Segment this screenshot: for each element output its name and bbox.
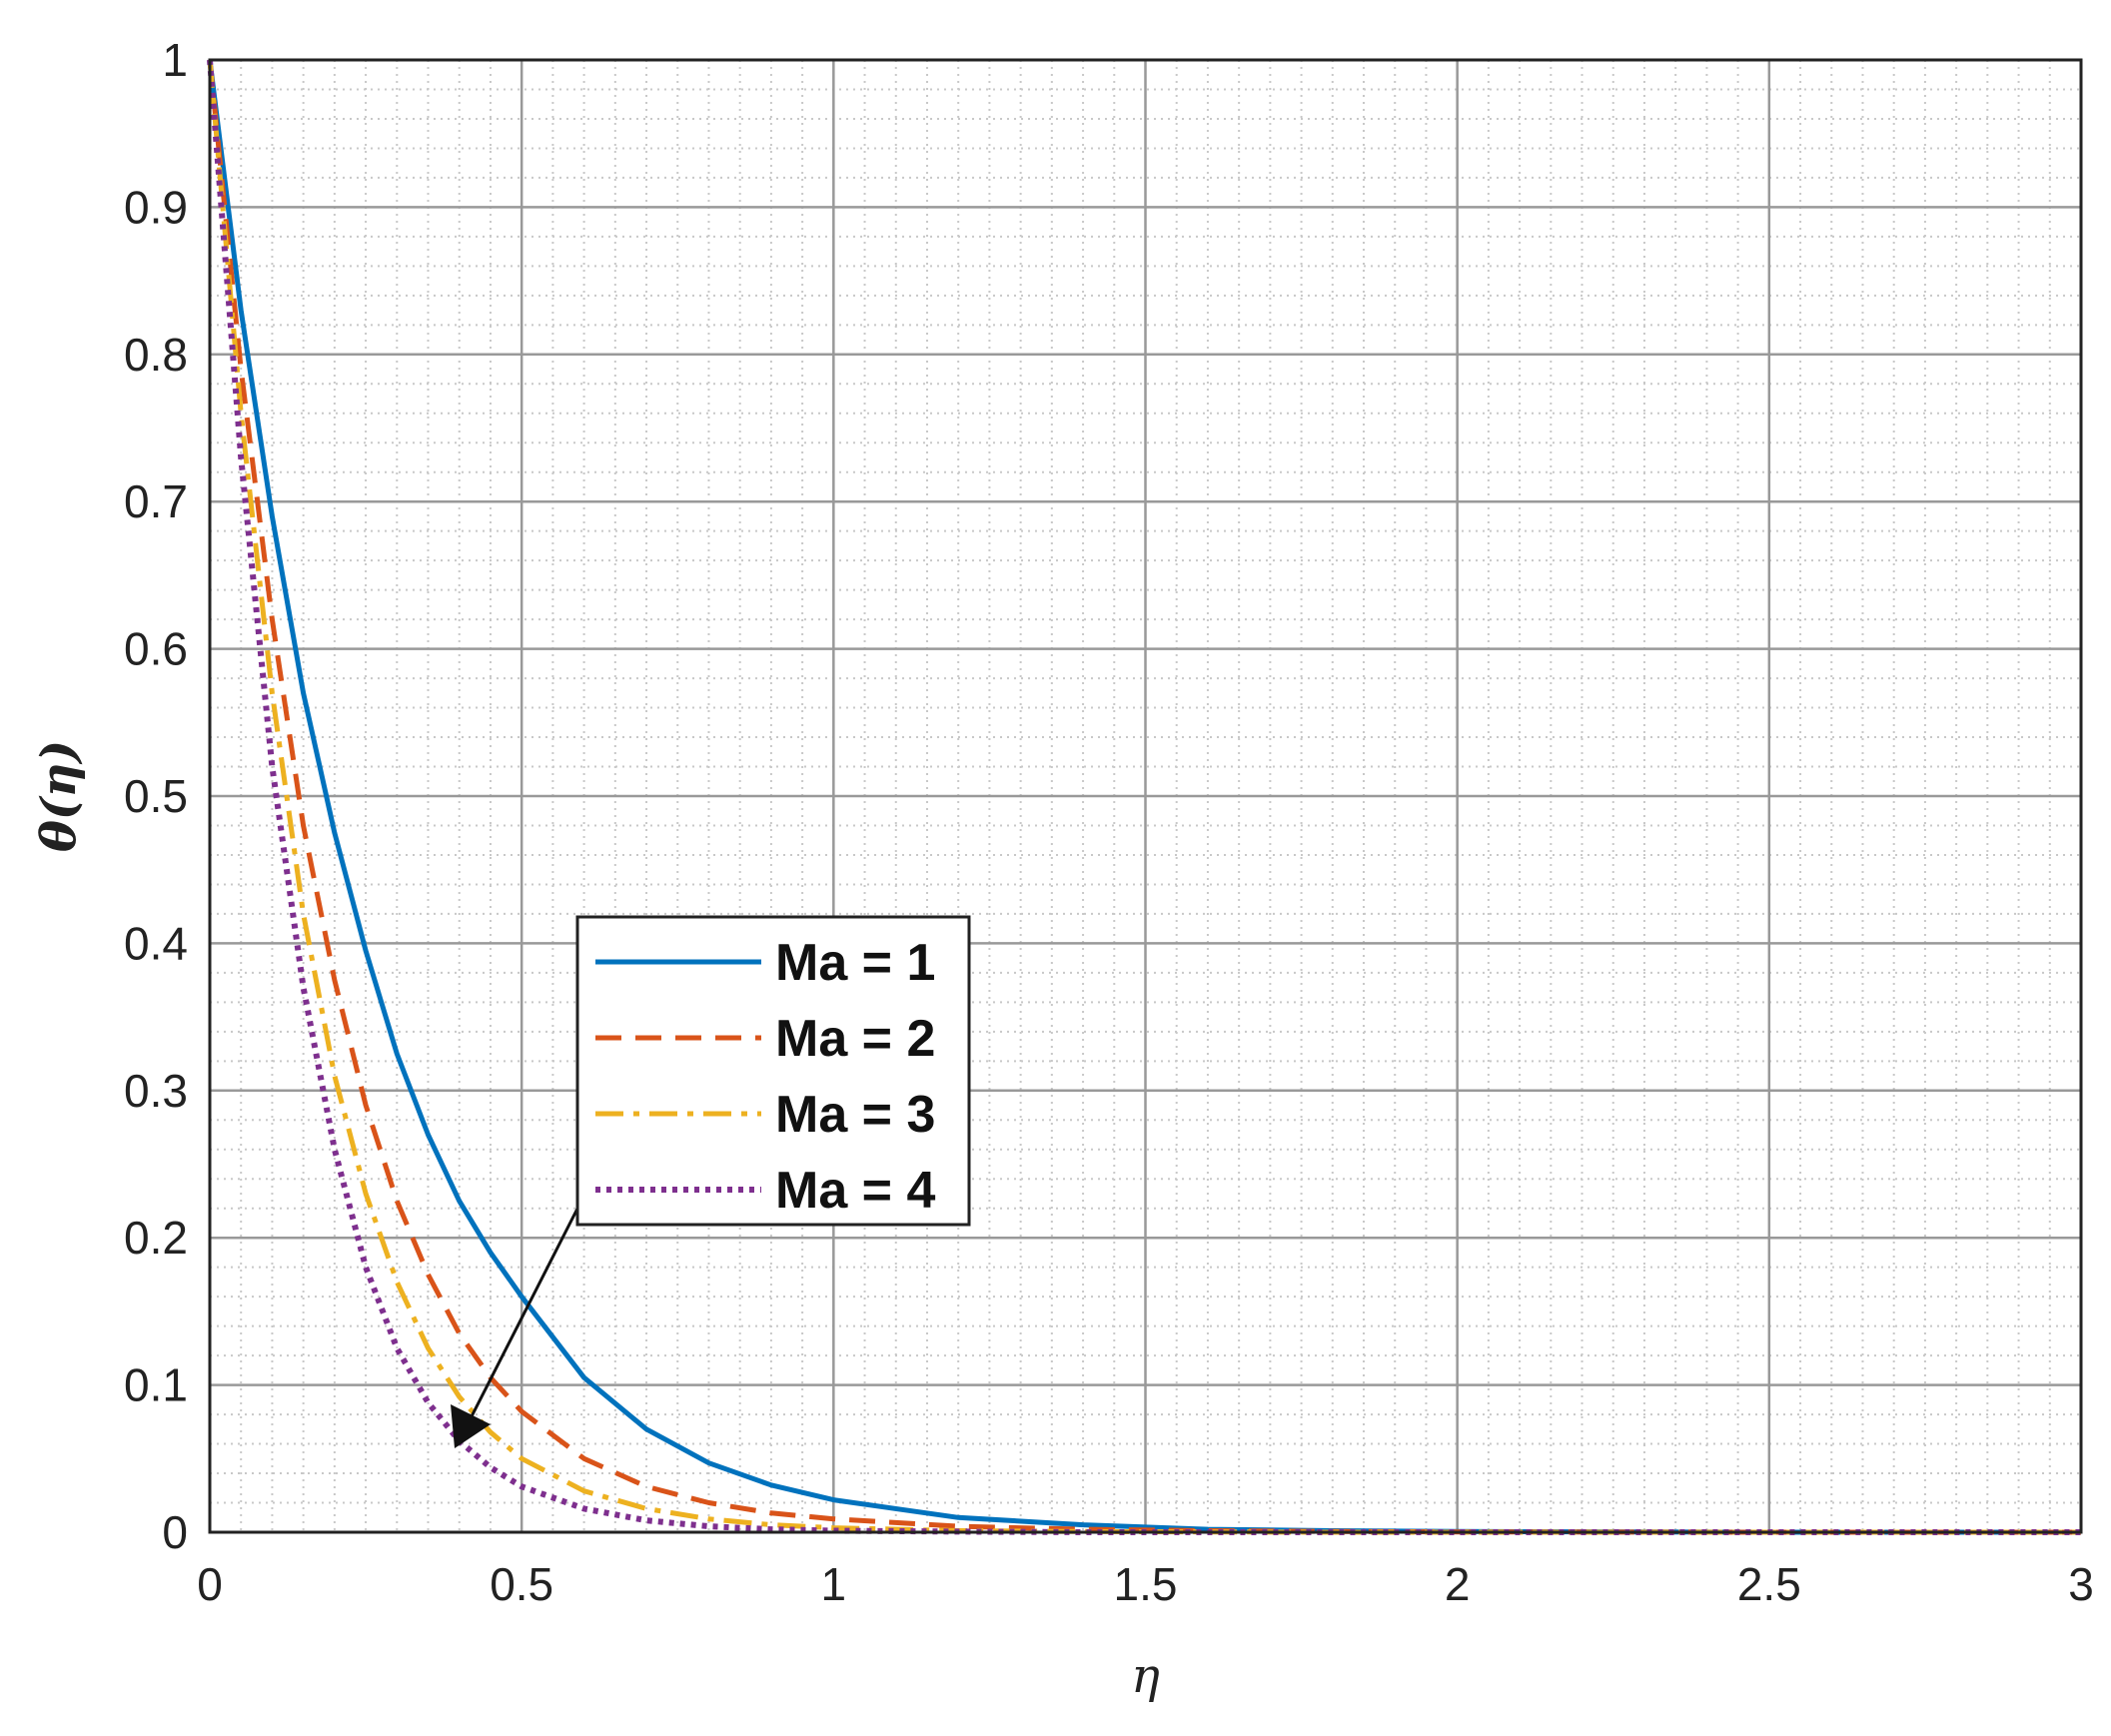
y-tick-label: 0.6 (124, 623, 188, 675)
x-tick-labels: 0 0.5 1 1.5 2 2.5 3 (197, 1558, 2094, 1610)
legend: Ma = 1 Ma = 2 Ma = 3 Ma = 4 (575, 915, 971, 1227)
x-tick-label: 3 (2068, 1558, 2094, 1610)
arrow-head (451, 1404, 491, 1448)
x-tick-label: 2 (1445, 1558, 1471, 1610)
x-tick-label: 2.5 (1737, 1558, 1801, 1610)
y-tick-label: 0.8 (124, 329, 188, 381)
y-tick-label: 1 (162, 34, 188, 86)
legend-label: Ma = 2 (775, 1010, 935, 1068)
legend-box (575, 915, 971, 1227)
y-tick-label: 0 (162, 1506, 188, 1558)
y-tick-label: 0.1 (124, 1359, 188, 1411)
legend-label: Ma = 3 (775, 1086, 935, 1144)
x-tick-label: 0.5 (490, 1558, 553, 1610)
arrow-shaft (467, 1204, 581, 1423)
major-grid (208, 58, 2083, 1534)
x-axis-label: η (1131, 1648, 1160, 1704)
series-line-ma-4 (207, 59, 2081, 1535)
legend-label: Ma = 1 (775, 934, 935, 992)
y-tick-label: 0.7 (124, 475, 188, 527)
annotation-arrow (451, 1204, 581, 1448)
y-tick-label: 0.5 (124, 770, 188, 822)
y-tick-label: 0.4 (124, 917, 188, 969)
y-axis-label: θ(η) (31, 740, 87, 852)
legend-label: Ma = 4 (775, 1162, 935, 1220)
plot-frame (208, 58, 2083, 1534)
y-tick-label: 0.2 (124, 1212, 188, 1264)
y-tick-label: 0.3 (124, 1065, 188, 1117)
y-tick-labels: 0 0.1 0.2 0.3 0.4 0.5 0.6 0.7 0.8 0.9 1 (124, 34, 188, 1558)
y-tick-label: 0.9 (124, 181, 188, 233)
x-tick-label: 1 (821, 1558, 847, 1610)
x-tick-label: 0 (197, 1558, 223, 1610)
x-tick-label: 1.5 (1114, 1558, 1178, 1610)
